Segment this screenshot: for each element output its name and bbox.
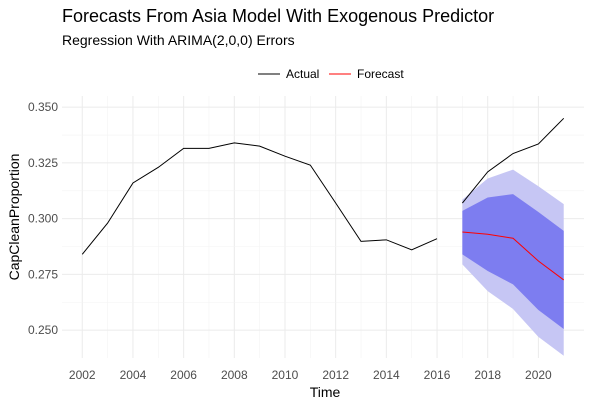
- interval-band-80: [462, 194, 564, 330]
- x-tick-label: 2008: [221, 368, 248, 382]
- x-tick-label: 2004: [120, 368, 147, 382]
- data-series: [81, 117, 565, 281]
- legend-label-actual: Actual: [286, 67, 319, 81]
- series-line-actual-0: [81, 142, 438, 255]
- y-tick-label: 0.275: [28, 267, 58, 281]
- x-tick-label: 2006: [170, 368, 197, 382]
- x-tick-label: 2016: [424, 368, 451, 382]
- x-tick-label: 2002: [69, 368, 96, 382]
- grid-lines: [62, 96, 584, 358]
- y-tick-label: 0.250: [28, 323, 58, 337]
- y-tick-labels: 0.250 0.275 0.300 0.325 0.350: [28, 100, 58, 337]
- series-line-actual-1: [461, 117, 565, 204]
- x-axis-title: Time: [310, 384, 341, 400]
- chart-title: Forecasts From Asia Model With Exogenous…: [62, 6, 495, 26]
- x-tick-label: 2020: [525, 368, 552, 382]
- x-tick-labels: 2002 2004 2006 2008 2010 2012 2014 2016 2018 2020: [69, 368, 552, 382]
- prediction-intervals: [462, 169, 564, 356]
- series-line-forecast-2: [462, 231, 565, 281]
- x-tick-label: 2010: [272, 368, 299, 382]
- y-tick-label: 0.300: [28, 212, 58, 226]
- y-axis-title: CapCleanProportion: [6, 154, 22, 281]
- legend-label-forecast: Forecast: [357, 67, 404, 81]
- chart-subtitle: Regression With ARIMA(2,0,0) Errors: [62, 32, 295, 48]
- y-tick-label: 0.350: [28, 100, 58, 114]
- x-tick-label: 2012: [322, 368, 349, 382]
- x-tick-label: 2018: [474, 368, 501, 382]
- x-tick-label: 2014: [373, 368, 400, 382]
- legend: Actual Forecast: [258, 67, 404, 81]
- y-tick-label: 0.325: [28, 156, 58, 170]
